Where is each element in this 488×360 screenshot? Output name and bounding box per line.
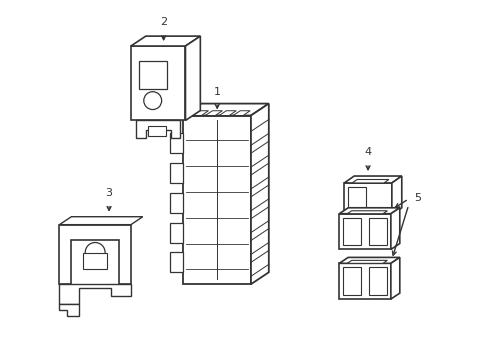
Polygon shape bbox=[83, 253, 107, 269]
Polygon shape bbox=[183, 116, 250, 284]
Text: 4: 4 bbox=[364, 147, 371, 157]
Polygon shape bbox=[343, 267, 360, 295]
Polygon shape bbox=[250, 104, 268, 284]
Polygon shape bbox=[131, 46, 185, 121]
Polygon shape bbox=[346, 211, 386, 214]
Polygon shape bbox=[136, 121, 180, 138]
Polygon shape bbox=[169, 223, 183, 243]
Polygon shape bbox=[169, 133, 183, 153]
Polygon shape bbox=[347, 187, 366, 211]
Polygon shape bbox=[169, 252, 183, 272]
Polygon shape bbox=[60, 225, 131, 284]
Polygon shape bbox=[343, 218, 360, 246]
Polygon shape bbox=[169, 163, 183, 183]
Polygon shape bbox=[139, 61, 166, 89]
Text: 3: 3 bbox=[105, 188, 112, 198]
Polygon shape bbox=[339, 214, 390, 249]
Polygon shape bbox=[344, 176, 401, 183]
Polygon shape bbox=[205, 111, 222, 116]
Polygon shape bbox=[147, 126, 165, 136]
Polygon shape bbox=[344, 183, 391, 215]
Polygon shape bbox=[390, 257, 399, 299]
Polygon shape bbox=[169, 193, 183, 213]
Polygon shape bbox=[60, 217, 142, 225]
Polygon shape bbox=[339, 264, 390, 299]
Polygon shape bbox=[390, 208, 399, 249]
Polygon shape bbox=[368, 267, 386, 295]
Polygon shape bbox=[191, 111, 208, 116]
Text: 5: 5 bbox=[414, 193, 421, 203]
Polygon shape bbox=[60, 304, 79, 316]
Text: 2: 2 bbox=[160, 17, 167, 27]
Polygon shape bbox=[233, 111, 250, 116]
Polygon shape bbox=[185, 36, 200, 121]
Polygon shape bbox=[183, 104, 268, 116]
Polygon shape bbox=[351, 180, 388, 183]
Polygon shape bbox=[346, 260, 386, 264]
Polygon shape bbox=[219, 111, 236, 116]
Polygon shape bbox=[339, 257, 399, 264]
Polygon shape bbox=[131, 36, 200, 46]
Polygon shape bbox=[339, 208, 399, 214]
Polygon shape bbox=[391, 176, 401, 215]
Text: 1: 1 bbox=[213, 87, 220, 96]
Polygon shape bbox=[368, 218, 386, 246]
Polygon shape bbox=[60, 284, 131, 304]
